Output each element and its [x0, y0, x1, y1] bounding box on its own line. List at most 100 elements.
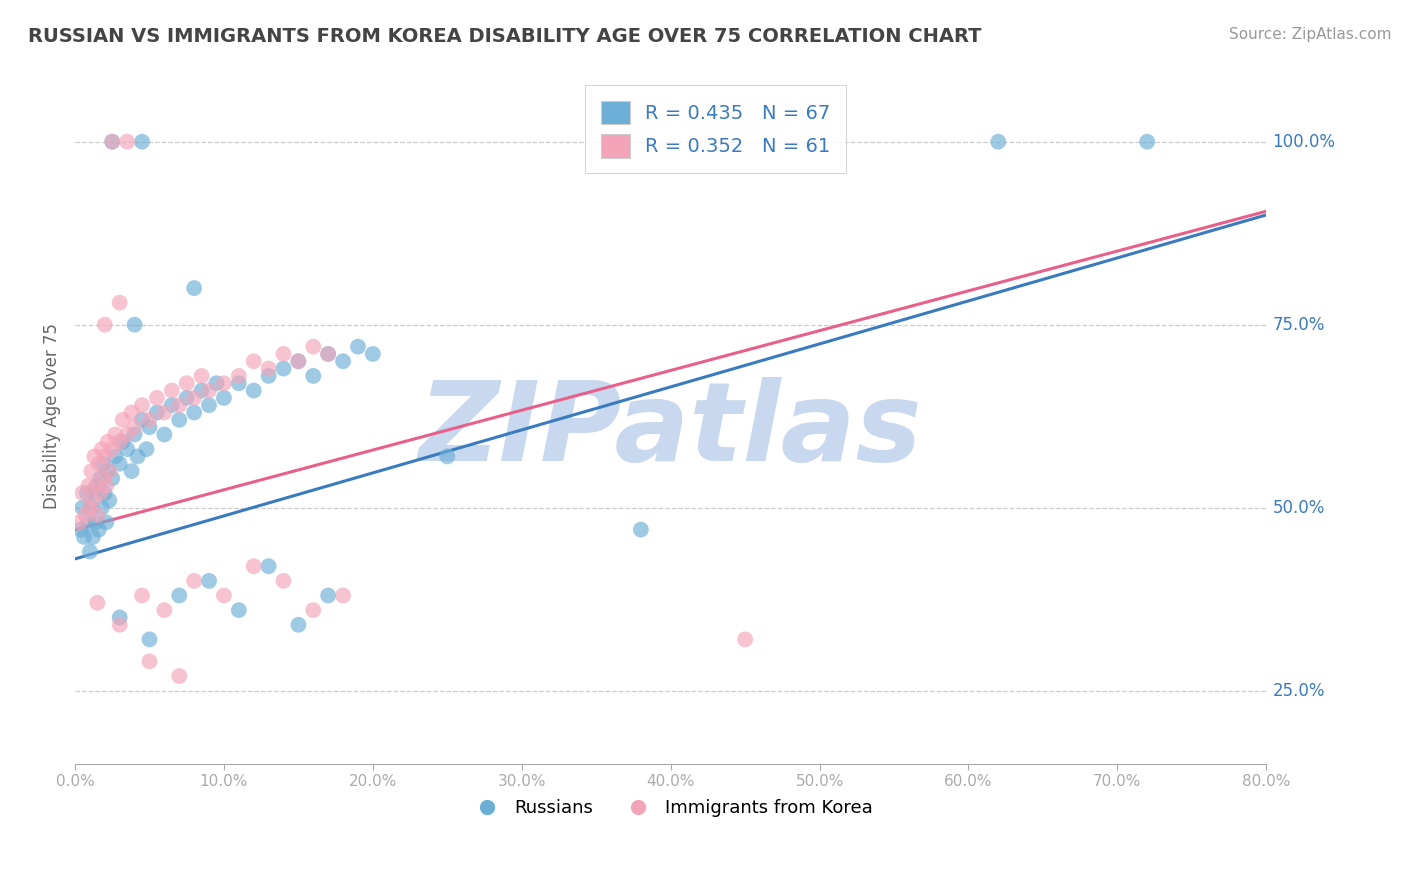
- Point: [630, 523, 652, 537]
- Text: Source: ZipAtlas.com: Source: ZipAtlas.com: [1229, 27, 1392, 42]
- Text: RUSSIAN VS IMMIGRANTS FROM KOREA DISABILITY AGE OVER 75 CORRELATION CHART: RUSSIAN VS IMMIGRANTS FROM KOREA DISABIL…: [28, 27, 981, 45]
- Point: [242, 559, 264, 574]
- Point: [138, 420, 160, 434]
- Point: [94, 486, 117, 500]
- Point: [72, 500, 94, 515]
- Point: [101, 135, 124, 149]
- Point: [124, 318, 146, 332]
- Point: [131, 398, 153, 412]
- Point: [160, 398, 183, 412]
- Point: [273, 361, 295, 376]
- Point: [89, 486, 111, 500]
- Point: [167, 669, 190, 683]
- Text: 75.0%: 75.0%: [1272, 316, 1324, 334]
- Point: [83, 486, 105, 500]
- Point: [198, 384, 221, 398]
- Point: [257, 361, 280, 376]
- Y-axis label: Disability Age Over 75: Disability Age Over 75: [44, 323, 60, 509]
- Point: [287, 354, 309, 368]
- Point: [183, 281, 205, 295]
- Point: [70, 523, 93, 537]
- Point: [86, 596, 108, 610]
- Point: [115, 427, 138, 442]
- Point: [332, 589, 354, 603]
- Point: [84, 479, 107, 493]
- Point: [131, 135, 153, 149]
- Point: [273, 347, 295, 361]
- Point: [89, 471, 111, 485]
- Point: [198, 398, 221, 412]
- Point: [190, 368, 212, 383]
- Point: [987, 135, 1010, 149]
- Point: [80, 464, 103, 478]
- Point: [115, 135, 138, 149]
- Point: [228, 603, 250, 617]
- Text: 100.0%: 100.0%: [1272, 133, 1336, 151]
- Point: [176, 391, 198, 405]
- Point: [73, 530, 96, 544]
- Point: [101, 135, 124, 149]
- Point: [124, 420, 146, 434]
- Point: [98, 493, 121, 508]
- Point: [153, 427, 176, 442]
- Point: [347, 340, 370, 354]
- Point: [96, 479, 118, 493]
- Point: [302, 603, 325, 617]
- Point: [135, 442, 157, 456]
- Point: [212, 376, 235, 391]
- Point: [167, 398, 190, 412]
- Point: [82, 493, 104, 508]
- Point: [287, 354, 309, 368]
- Point: [97, 464, 120, 478]
- Point: [183, 574, 205, 588]
- Point: [98, 464, 121, 478]
- Point: [79, 500, 101, 515]
- Point: [108, 295, 131, 310]
- Text: ZIPatlas: ZIPatlas: [419, 376, 922, 483]
- Point: [87, 523, 110, 537]
- Point: [205, 376, 228, 391]
- Text: 25.0%: 25.0%: [1272, 681, 1324, 699]
- Point: [153, 603, 176, 617]
- Point: [146, 391, 169, 405]
- Point: [302, 340, 325, 354]
- Point: [121, 464, 143, 478]
- Point: [436, 450, 458, 464]
- Point: [257, 368, 280, 383]
- Point: [273, 574, 295, 588]
- Point: [228, 368, 250, 383]
- Point: [80, 500, 103, 515]
- Point: [198, 574, 221, 588]
- Point: [69, 516, 91, 530]
- Point: [115, 442, 138, 456]
- Point: [77, 479, 100, 493]
- Point: [316, 589, 339, 603]
- Point: [127, 450, 149, 464]
- Point: [160, 384, 183, 398]
- Point: [1136, 135, 1159, 149]
- Point: [212, 391, 235, 405]
- Point: [75, 508, 97, 522]
- Point: [83, 450, 105, 464]
- Point: [131, 413, 153, 427]
- Point: [97, 434, 120, 449]
- Point: [121, 405, 143, 419]
- Point: [316, 347, 339, 361]
- Point: [90, 442, 112, 456]
- Point: [124, 427, 146, 442]
- Point: [332, 354, 354, 368]
- Point: [111, 413, 134, 427]
- Point: [242, 384, 264, 398]
- Text: 50.0%: 50.0%: [1272, 499, 1324, 516]
- Point: [111, 434, 134, 449]
- Point: [86, 479, 108, 493]
- Point: [302, 368, 325, 383]
- Point: [72, 486, 94, 500]
- Point: [91, 457, 114, 471]
- Point: [94, 318, 117, 332]
- Point: [146, 405, 169, 419]
- Point: [257, 559, 280, 574]
- Point: [167, 413, 190, 427]
- Point: [86, 508, 108, 522]
- Point: [153, 405, 176, 419]
